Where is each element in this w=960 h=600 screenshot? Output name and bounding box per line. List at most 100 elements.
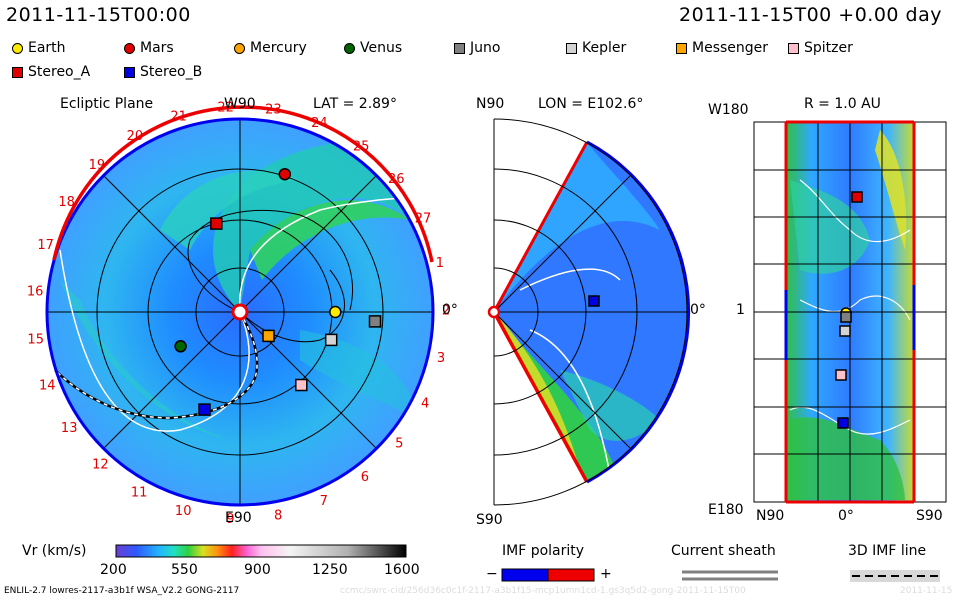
- ring-number-21: 21: [170, 109, 187, 124]
- sun-marker: [231, 303, 249, 321]
- sphere-body-juno: [840, 311, 852, 323]
- imf-minus: −: [486, 566, 498, 582]
- sphere-title: R = 1.0 AU: [804, 96, 881, 112]
- legend-label: Stereo_A: [28, 64, 91, 80]
- square-marker-icon: [12, 66, 23, 78]
- legend-item-messenger: Messenger: [676, 40, 768, 56]
- sphere-mid-left: 1: [736, 302, 745, 318]
- ring-number-23: 23: [265, 103, 282, 118]
- legend-label: Messenger: [692, 40, 769, 56]
- legend-label: Kepler: [582, 40, 627, 56]
- ecliptic-body-messenger: [262, 329, 275, 343]
- ring-number-24: 24: [311, 116, 328, 131]
- legend-item-stereo-a: Stereo_A: [12, 64, 90, 80]
- ring-number-26: 26: [388, 172, 405, 187]
- imf-plus: +: [600, 566, 612, 582]
- meridional-bottom-label: S90: [476, 512, 503, 528]
- colorbar-tick-550: 550: [171, 562, 198, 578]
- ecliptic-body-venus: [174, 340, 187, 353]
- sphere-body-kepler: [839, 325, 851, 337]
- ecliptic-body-stereo-b: [198, 403, 211, 416]
- sphere-body-stereo-a: [851, 191, 863, 203]
- legend-item-spitzer: Spitzer: [788, 40, 853, 56]
- ecliptic-body-spitzer: [295, 378, 308, 392]
- sphere-body-spitzer: [835, 369, 847, 381]
- square-marker-icon: [454, 42, 465, 54]
- square-marker-icon: [788, 42, 799, 54]
- legend-label: Stereo_B: [140, 64, 203, 80]
- legend-label: Juno: [470, 40, 501, 56]
- imf-polarity-title: IMF polarity: [502, 543, 585, 559]
- ecliptic-title: Ecliptic Plane: [60, 96, 154, 112]
- legend-item-juno: Juno: [454, 40, 500, 56]
- ecliptic-body-earth: [329, 305, 342, 319]
- imf-negative-bar: [501, 568, 549, 582]
- legend-item-venus: Venus: [344, 40, 402, 56]
- current-sheath-title: Current sheath: [671, 543, 776, 559]
- ring-number-6: 6: [361, 470, 369, 485]
- ring-number-19: 19: [89, 158, 106, 173]
- ring-number-2: 2: [442, 304, 450, 319]
- legend-label: Mars: [140, 40, 174, 56]
- square-marker-icon: [566, 42, 577, 54]
- ring-number-11: 11: [131, 486, 148, 501]
- sphere-bottom-n: N90: [756, 508, 785, 524]
- datetime-left: 2011-11-15T00:00: [6, 4, 191, 26]
- datetime-right: 2011-11-15T00 +0.00 day: [679, 4, 942, 26]
- imf-line-title: 3D IMF line: [848, 543, 927, 559]
- ring-number-4: 4: [421, 396, 429, 411]
- ring-number-7: 7: [320, 494, 328, 509]
- square-marker-icon: [676, 42, 687, 54]
- circle-marker-icon: [344, 42, 355, 54]
- circle-marker-icon: [124, 42, 135, 54]
- legend-item-stereo-b: Stereo_B: [124, 64, 202, 80]
- sphere-body-stereo-b: [837, 417, 849, 429]
- ecliptic-top-label: W90: [224, 96, 256, 112]
- sphere-top-left: W180: [708, 102, 749, 118]
- ecliptic-body-mars: [278, 167, 292, 181]
- ecliptic-body-juno: [368, 315, 382, 328]
- ring-number-18: 18: [58, 195, 75, 210]
- current-sheath-symbol: [682, 570, 778, 581]
- ring-number-27: 27: [415, 211, 432, 226]
- meridional-right-label: 0°: [690, 302, 706, 318]
- ring-number-15: 15: [27, 332, 44, 347]
- meridional-panel: [487, 118, 691, 506]
- ring-number-14: 14: [39, 379, 56, 394]
- circle-marker-icon: [234, 42, 245, 54]
- ring-number-20: 20: [127, 129, 144, 144]
- legend-label: Venus: [360, 40, 403, 56]
- watermark-date: 2011-11-15: [900, 586, 953, 596]
- legend-item-mars: Mars: [124, 40, 174, 56]
- watermark: ccmc/swrc-cid/256d36c0c1f-2117-a3b1f15-m…: [340, 586, 746, 596]
- legend-item-earth: Earth: [12, 40, 66, 56]
- ring-number-9: 9: [226, 512, 234, 527]
- colorbar: [115, 544, 407, 558]
- ecliptic-body-kepler: [324, 333, 338, 347]
- sphere-bottom-0: 0°: [838, 508, 854, 524]
- colorbar-tick-900: 900: [244, 562, 271, 578]
- ring-number-17: 17: [37, 238, 54, 253]
- ring-number-22: 22: [217, 101, 234, 116]
- sphere-bottom-s: S90: [916, 508, 943, 524]
- ecliptic-bottom-label: E90: [225, 510, 252, 526]
- circle-marker-icon: [12, 42, 23, 54]
- ring-number-3: 3: [437, 351, 445, 366]
- square-marker-icon: [124, 66, 135, 78]
- model-info: ENLIL-2.7 lowres-2117-a3b1f WSA_V2.2 GON…: [4, 586, 240, 596]
- legend-label: Earth: [28, 40, 66, 56]
- ecliptic-lat: LAT = 2.89°: [313, 96, 397, 112]
- sphere-bottom-left: E180: [708, 502, 744, 518]
- ring-number-10: 10: [175, 504, 192, 519]
- colorbar-label: Vr (km/s): [22, 543, 87, 559]
- legend-item-kepler: Kepler: [566, 40, 626, 56]
- legend-label: Spitzer: [804, 40, 853, 56]
- colorbar-tick-1250: 1250: [312, 562, 348, 578]
- ring-number-16: 16: [27, 285, 44, 300]
- legend-label: Mercury: [250, 40, 307, 56]
- ring-number-25: 25: [353, 139, 370, 154]
- meridional-lon: LON = E102.6°: [538, 96, 644, 112]
